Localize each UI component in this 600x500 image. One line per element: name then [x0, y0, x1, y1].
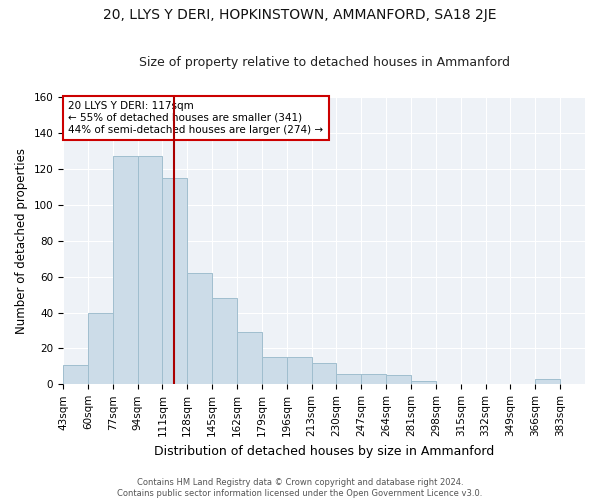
Bar	[411, 380, 436, 384]
Bar	[535, 379, 560, 384]
Bar	[187, 273, 212, 384]
Bar	[287, 358, 311, 384]
Bar	[137, 156, 163, 384]
Bar	[63, 364, 88, 384]
Text: 20 LLYS Y DERI: 117sqm
← 55% of detached houses are smaller (341)
44% of semi-de: 20 LLYS Y DERI: 117sqm ← 55% of detached…	[68, 102, 323, 134]
Y-axis label: Number of detached properties: Number of detached properties	[15, 148, 28, 334]
Bar	[361, 374, 386, 384]
Bar	[237, 332, 262, 384]
X-axis label: Distribution of detached houses by size in Ammanford: Distribution of detached houses by size …	[154, 444, 494, 458]
Text: Contains HM Land Registry data © Crown copyright and database right 2024.
Contai: Contains HM Land Registry data © Crown c…	[118, 478, 482, 498]
Bar	[262, 358, 287, 384]
Title: Size of property relative to detached houses in Ammanford: Size of property relative to detached ho…	[139, 56, 509, 70]
Bar	[212, 298, 237, 384]
Bar	[113, 156, 137, 384]
Bar	[88, 312, 113, 384]
Text: 20, LLYS Y DERI, HOPKINSTOWN, AMMANFORD, SA18 2JE: 20, LLYS Y DERI, HOPKINSTOWN, AMMANFORD,…	[103, 8, 497, 22]
Bar	[386, 376, 411, 384]
Bar	[311, 363, 337, 384]
Bar	[337, 374, 361, 384]
Bar	[163, 178, 187, 384]
